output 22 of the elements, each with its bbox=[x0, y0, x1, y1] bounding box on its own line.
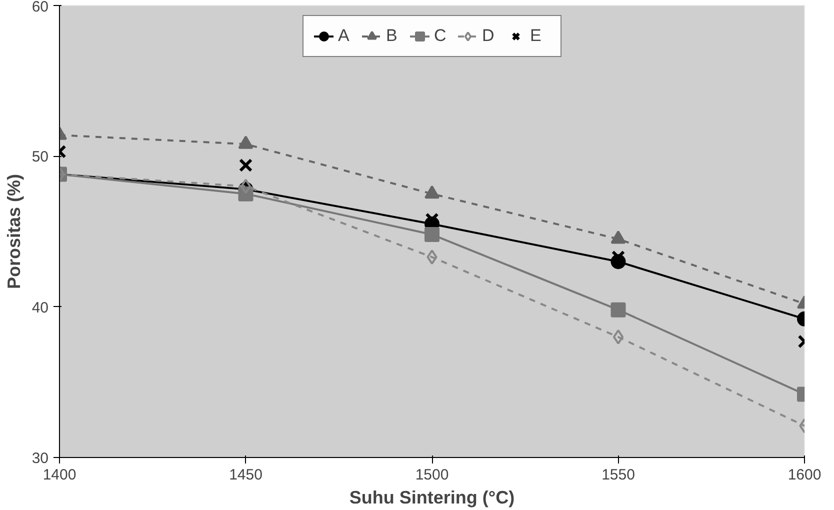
legend-label: A bbox=[338, 26, 350, 46]
x-tick-label: 1450 bbox=[229, 466, 262, 484]
y-tick-label: 40 bbox=[32, 299, 49, 316]
point bbox=[426, 250, 438, 265]
y-axis-title: Porositas (%) bbox=[4, 174, 24, 290]
x-tick-label: 1400 bbox=[42, 466, 76, 484]
legend-label: E bbox=[530, 26, 542, 46]
y-tick-label: 60 bbox=[32, 0, 49, 16]
x-tick-label: 1600 bbox=[788, 466, 822, 484]
legend-label: B bbox=[386, 26, 398, 46]
point bbox=[240, 178, 252, 194]
legend-label: D bbox=[482, 26, 496, 46]
legend-label: C bbox=[434, 26, 448, 46]
point bbox=[424, 227, 440, 242]
x-tick-label: 1500 bbox=[415, 466, 449, 484]
point bbox=[238, 158, 253, 172]
point bbox=[612, 329, 624, 344]
point bbox=[610, 302, 626, 318]
y-tick-label: 30 bbox=[32, 450, 49, 467]
x-axis-title: Suhu Sintering (°C) bbox=[349, 488, 515, 508]
y-tick-label: 50 bbox=[32, 148, 49, 166]
x-tick-label: 1550 bbox=[602, 466, 635, 484]
